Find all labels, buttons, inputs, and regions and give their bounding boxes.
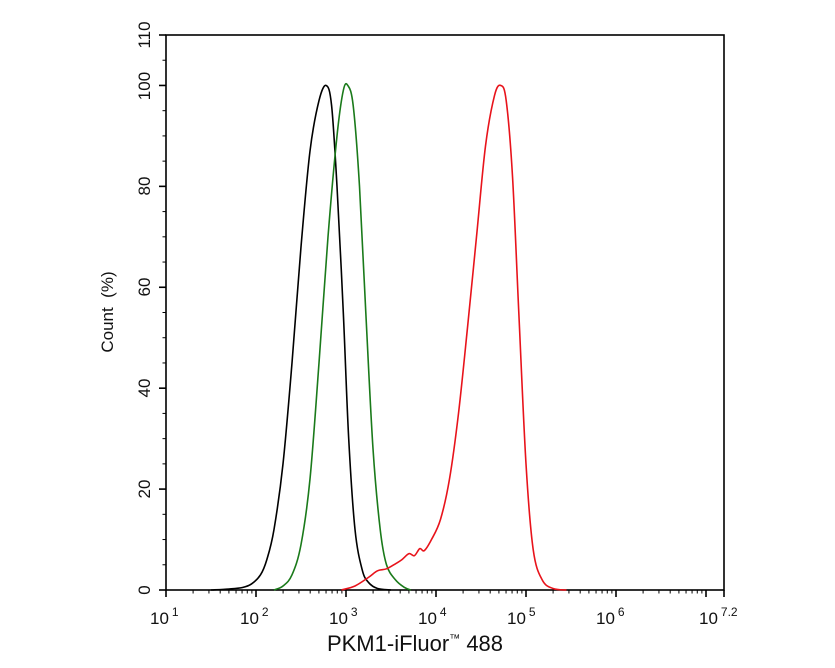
control-curve-black [210,84,392,591]
isotype-curve-green [273,82,412,591]
y-tick-label-100: 100 [135,72,154,100]
x-tick-label-3: 10 3 [329,605,358,628]
x-tick-label-6: 10 6 [596,605,625,628]
y-tick-label-80: 80 [135,177,154,196]
histogram-curves [210,82,567,591]
x-tick-label-2: 10 2 [240,605,269,628]
y-tick-label-110: 110 [135,21,154,48]
x-tick-label-7-2: 10 7.2 [699,605,738,628]
y-tick-label-40: 40 [135,379,154,398]
y-tick-labels: 0 20 40 60 80 100 110 [135,21,154,594]
y-tick-label-20: 20 [135,480,154,499]
y-tick-label-60: 60 [135,278,154,297]
pkm1-curve-red [341,84,567,591]
x-tick-label-4: 10 4 [418,605,447,628]
plot-frame [165,34,725,591]
x-tick-label-5: 10 5 [507,605,536,628]
y-tick-label-0: 0 [135,585,154,594]
y-axis-title: Count (%) [98,271,117,352]
x-tick-labels: 10 1 10 2 10 3 10 4 10 5 10 6 10 7.2 [150,605,738,628]
x-tick-label-1: 10 1 [150,605,179,628]
x-minor-ticks [165,590,725,597]
x-axis-title: PKM1-iFluor™ 488 [327,631,503,656]
y-ticks [159,34,166,591]
